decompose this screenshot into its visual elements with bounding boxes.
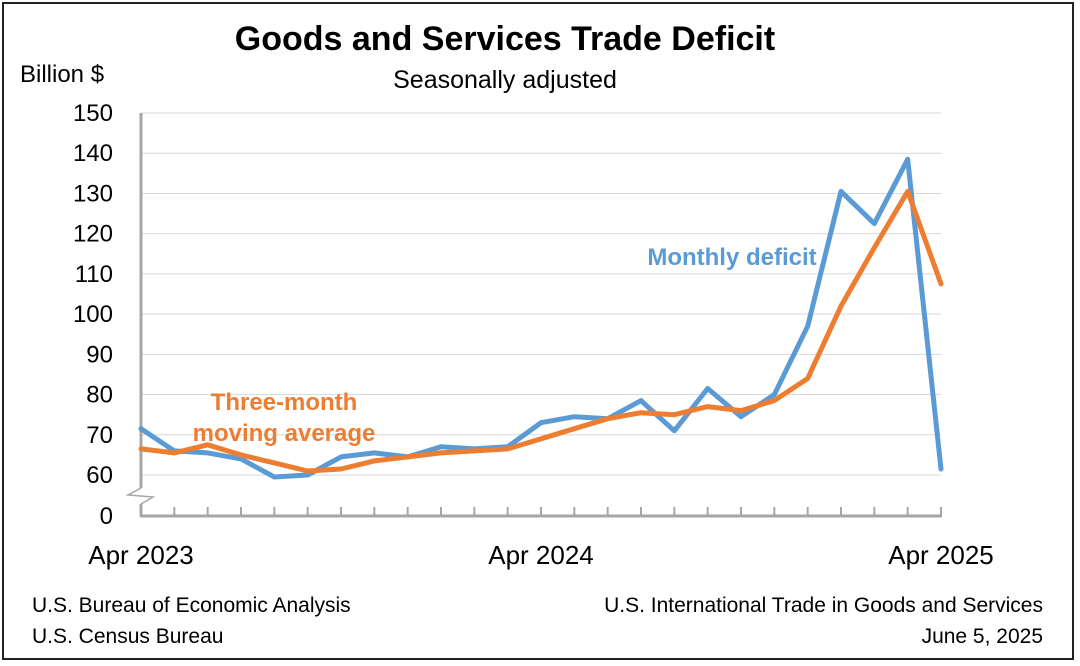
moving-average-label-line2: moving average (193, 420, 376, 447)
source-census: U.S. Census Bureau (32, 625, 223, 648)
axis-break-mark (125, 487, 156, 505)
y-tick-140: 140 (73, 140, 113, 167)
moving-average-label-line1: Three-month (211, 389, 358, 416)
chart-title: Goods and Services Trade Deficit (235, 20, 775, 58)
release-date: June 5, 2025 (922, 625, 1043, 648)
chart-subtitle: Seasonally adjusted (393, 66, 617, 94)
release-title: U.S. International Trade in Goods and Se… (604, 594, 1043, 617)
y-tick-130: 130 (73, 180, 113, 207)
y-tick-0: 0 (100, 503, 113, 530)
y-tick-100: 100 (73, 301, 113, 328)
y-tick-120: 120 (73, 221, 113, 248)
monthly-deficit-line (138, 156, 944, 480)
x-tick-label: Apr 2023 (88, 540, 194, 570)
x-tick-label: Apr 2024 (488, 540, 594, 570)
source-bea: U.S. Bureau of Economic Analysis (32, 594, 351, 617)
y-tick-60: 60 (86, 462, 113, 489)
x-tick-label: Apr 2025 (888, 540, 994, 570)
y-tick-110: 110 (75, 261, 113, 288)
axes (125, 113, 942, 518)
series-layer (138, 156, 944, 480)
y-axis-label: Billion $ (20, 61, 104, 88)
y-tick-90: 90 (86, 341, 113, 368)
y-tick-150: 150 (73, 100, 113, 127)
monthly-deficit-label: Monthly deficit (647, 244, 816, 271)
y-tick-labels: 0 60 70 80 90 100 110 120 130 140 150 (73, 100, 113, 530)
x-tick-labels: Apr 2023 Apr 2024 Apr 2025 (88, 540, 994, 570)
y-tick-70: 70 (86, 422, 113, 449)
y-tick-80: 80 (86, 382, 113, 409)
